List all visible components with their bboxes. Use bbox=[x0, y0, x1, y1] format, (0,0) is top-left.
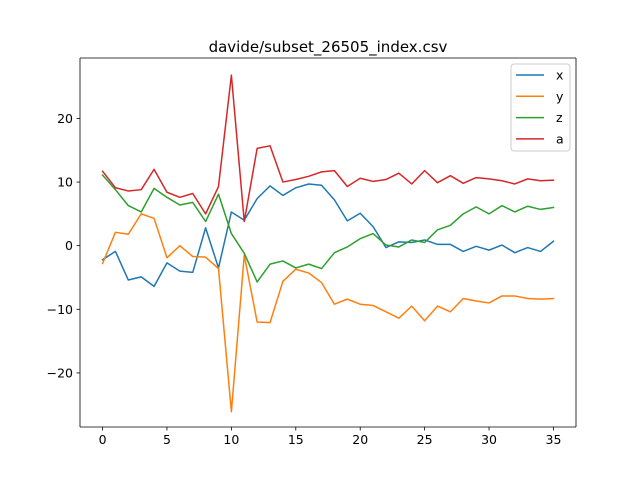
legend-box bbox=[510, 63, 571, 152]
series-line-x bbox=[101, 183, 555, 288]
series-line-y bbox=[101, 213, 555, 413]
x-tick-label: 25 bbox=[417, 432, 433, 447]
x-tick-label: 20 bbox=[352, 432, 368, 447]
x-tick-label: 0 bbox=[99, 432, 107, 447]
y-tick-label: 20 bbox=[57, 111, 73, 126]
x-tick-label: 10 bbox=[223, 432, 239, 447]
series-line-a bbox=[101, 74, 555, 223]
chart-title: davide/subset_26505_index.csv bbox=[209, 38, 448, 57]
legend-label-a: a bbox=[556, 131, 564, 146]
x-tick-label: 5 bbox=[163, 432, 171, 447]
legend-label-z: z bbox=[556, 110, 563, 125]
x-tick-label: 15 bbox=[288, 432, 304, 447]
y-tick-label: 10 bbox=[57, 175, 73, 190]
y-tick-label: 0 bbox=[65, 238, 73, 253]
x-tick-label: 35 bbox=[546, 432, 562, 447]
legend-label-y: y bbox=[556, 89, 564, 104]
series-layer bbox=[101, 74, 555, 413]
y-tick-label: −20 bbox=[47, 365, 73, 380]
y-tick-label: −10 bbox=[47, 302, 73, 317]
axes-layer: 0 5 10 15 20 25 30 35 −20 −10 0 10 20 bbox=[47, 57, 577, 447]
x-tick-label: 30 bbox=[481, 432, 497, 447]
legend-label-x: x bbox=[556, 68, 563, 83]
series-line-z bbox=[101, 174, 555, 283]
